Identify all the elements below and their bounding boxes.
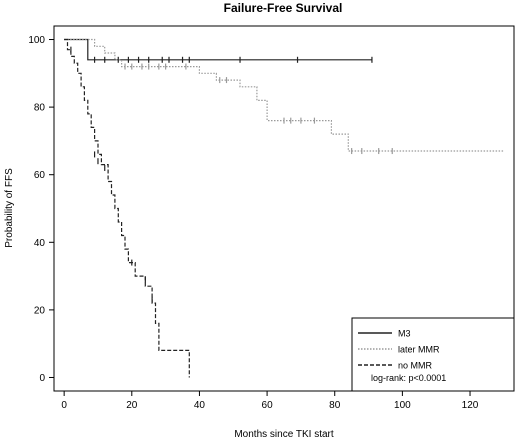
x-tick-label: 80 — [329, 400, 341, 411]
x-tick-label: 120 — [462, 400, 479, 411]
series-no-mmr — [64, 38, 190, 378]
y-tick-label: 40 — [34, 238, 46, 249]
legend-label-later-mmr: later MMR — [398, 345, 440, 355]
x-tick-label: 100 — [394, 400, 411, 411]
series-line — [64, 38, 504, 152]
y-axis-label: Probability of FFS — [4, 168, 15, 248]
legend-note: log-rank: p<0.0001 — [371, 373, 446, 383]
series-line — [64, 38, 190, 378]
legend-label-m3: M3 — [398, 329, 411, 339]
plot-frame — [53, 25, 515, 392]
chart-title: Failure-Free Survival — [224, 1, 343, 15]
x-tick-label: 60 — [262, 400, 274, 411]
y-tick-label: 80 — [34, 103, 46, 114]
series-later-mmr — [64, 38, 504, 155]
series-m3 — [64, 38, 373, 63]
legend: M3 later MMR no MMR log-rank: p<0.0001 — [351, 317, 515, 392]
x-tick-label: 0 — [61, 400, 67, 411]
y-tick-label: 0 — [39, 373, 45, 384]
y-tick-label: 60 — [34, 170, 46, 181]
x-tick-label: 40 — [194, 400, 206, 411]
legend-box — [351, 317, 515, 392]
x-axis-label: Months since TKI start — [234, 429, 334, 440]
y-tick-label: 100 — [28, 35, 45, 46]
legend-label-no-mmr: no MMR — [398, 361, 433, 371]
x-tick-label: 20 — [126, 400, 138, 411]
series-line — [64, 38, 372, 61]
y-tick-label: 20 — [34, 305, 46, 316]
